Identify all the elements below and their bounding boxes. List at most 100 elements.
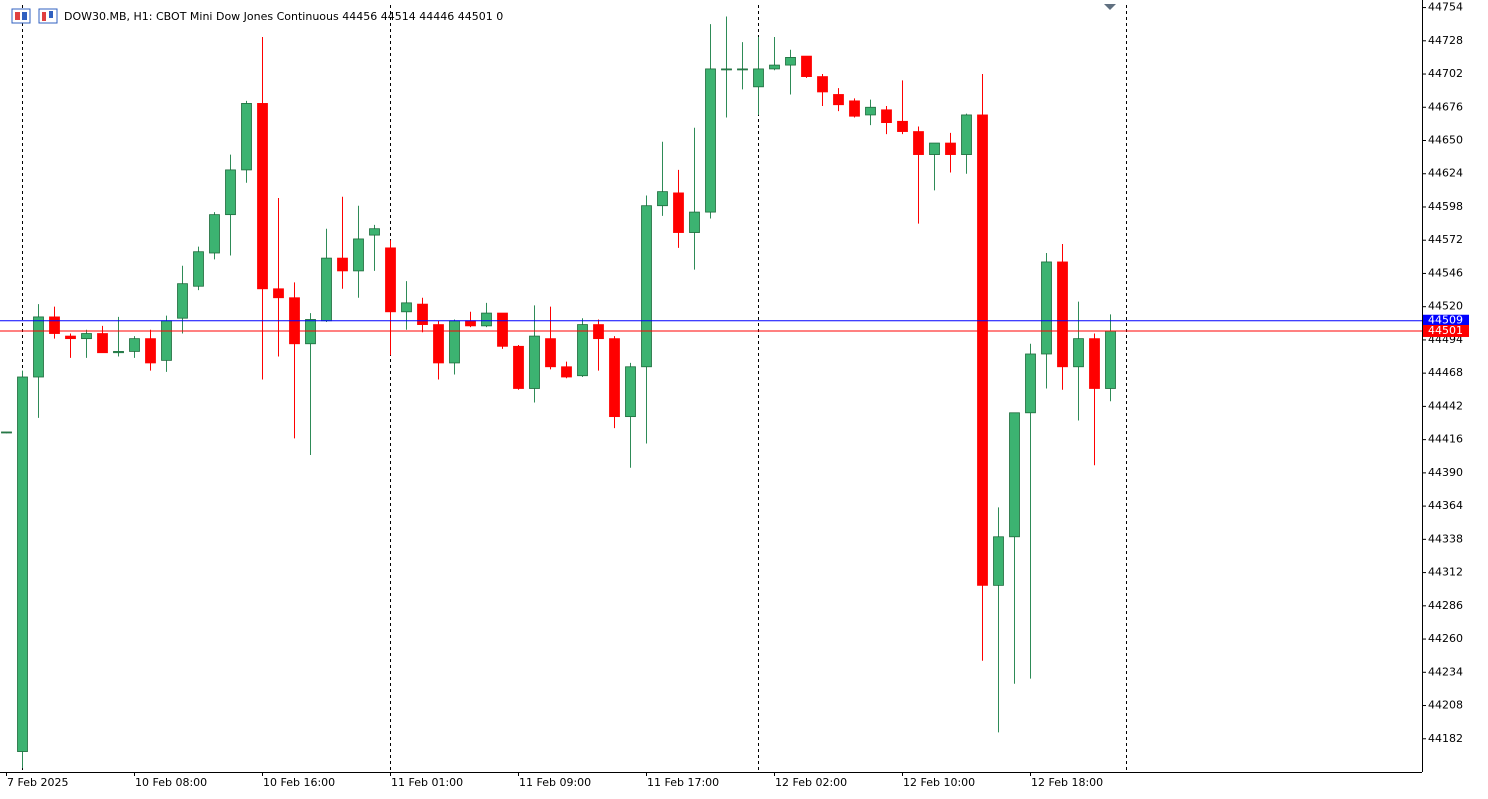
icon-part [22,12,27,20]
candle-body [481,312,492,327]
candle-body [497,312,508,347]
candle-body [609,338,620,418]
candle-body [145,338,156,364]
candle-body [1073,338,1084,368]
candle-body [1105,330,1116,389]
chart-title: DOW30.MB, H1: CBOT Mini Dow Jones Contin… [64,10,503,23]
candle-body [433,324,444,364]
candle-body [385,247,396,313]
y-tick-label: 44208 [1428,699,1463,712]
candle-body [1009,412,1020,538]
y-tick-label: 44650 [1428,134,1463,147]
candle-body [401,302,412,313]
candle-body [49,316,60,334]
x-tick-label: 12 Feb 10:00 [903,776,975,789]
candle-body [65,335,76,340]
candle-body [1089,338,1100,389]
candle-body [193,251,204,287]
candle-body [929,142,940,155]
candle-body [961,114,972,155]
price-label: 44509 [1428,314,1463,327]
candle-body [833,94,844,106]
y-tick-label: 44260 [1428,632,1463,645]
candle-body [417,303,428,325]
candle-body [657,191,668,207]
candle-body [689,211,700,233]
icon[interactable] [11,8,31,24]
candle-body [865,106,876,116]
candle-body [913,131,924,155]
candle-body [737,68,748,71]
candle-body [1041,261,1052,355]
y-tick-label: 44286 [1428,599,1463,612]
candle-body [1057,261,1068,368]
candle-body [177,283,188,319]
icon-part [15,12,20,20]
candle-body [769,64,780,70]
candle-body [529,335,540,389]
candle-body [241,103,252,171]
candle-body [721,68,732,71]
y-tick-label: 44702 [1428,67,1463,80]
y-tick-label: 44624 [1428,167,1463,180]
candle-body [353,238,364,272]
candle-body [801,55,812,77]
candle-body [641,205,652,368]
candle-body [321,257,332,322]
x-tick-label: 11 Feb 01:00 [391,776,463,789]
y-tick-label: 44520 [1428,300,1463,313]
candle-body [113,351,124,354]
candle-body [977,114,988,586]
candle-body [881,109,892,124]
candle-body [17,376,28,752]
x-tick-label: 7 Feb 2025 [7,776,68,789]
y-tick-label: 44338 [1428,532,1463,545]
icon[interactable] [38,8,58,24]
icon-part [49,11,53,18]
candle-body [897,120,908,132]
candle-body [561,366,572,378]
candle-body [33,316,44,378]
x-tick-label: 12 Feb 02:00 [775,776,847,789]
candle-body [817,76,828,93]
candle-body [337,257,348,272]
candle-body [209,214,220,254]
candle-body [465,320,476,327]
period-separators [22,5,1127,772]
candle-body [577,324,588,377]
x-tick-label: 11 Feb 17:00 [647,776,719,789]
price-label-bg [1423,314,1469,327]
y-tick-label: 44416 [1428,433,1463,446]
candle-body [849,100,860,117]
candle-body [257,103,268,290]
y-tick-label: 44364 [1428,499,1463,512]
candle-body [369,228,380,236]
y-tick-label: 44598 [1428,200,1463,213]
candle-body [993,536,1004,586]
y-tick-label: 44390 [1428,466,1463,479]
candle-body [97,333,108,354]
candle-body [449,320,460,364]
candle-body [161,320,172,361]
header-icons [11,8,58,24]
y-tick-label: 44572 [1428,233,1463,246]
price-label-bg [1423,324,1469,337]
y-tick-label: 44234 [1428,665,1463,678]
candle-body [945,142,956,155]
y-tick-label: 44676 [1428,100,1463,113]
y-tick-label: 44728 [1428,34,1463,47]
y-tick-label: 44546 [1428,266,1463,279]
icon-part [42,12,46,21]
candle-body [129,338,140,352]
candle-body [593,324,604,340]
y-tick-label: 44312 [1428,566,1463,579]
candle-body [81,333,92,340]
price-label: 44501 [1428,324,1463,337]
candle-body [225,169,236,216]
y-tick-label: 44754 [1428,1,1463,14]
y-tick-label: 44442 [1428,399,1463,412]
candle-body [705,68,716,213]
shift-marker[interactable] [1104,4,1116,10]
candle-body [305,319,316,345]
